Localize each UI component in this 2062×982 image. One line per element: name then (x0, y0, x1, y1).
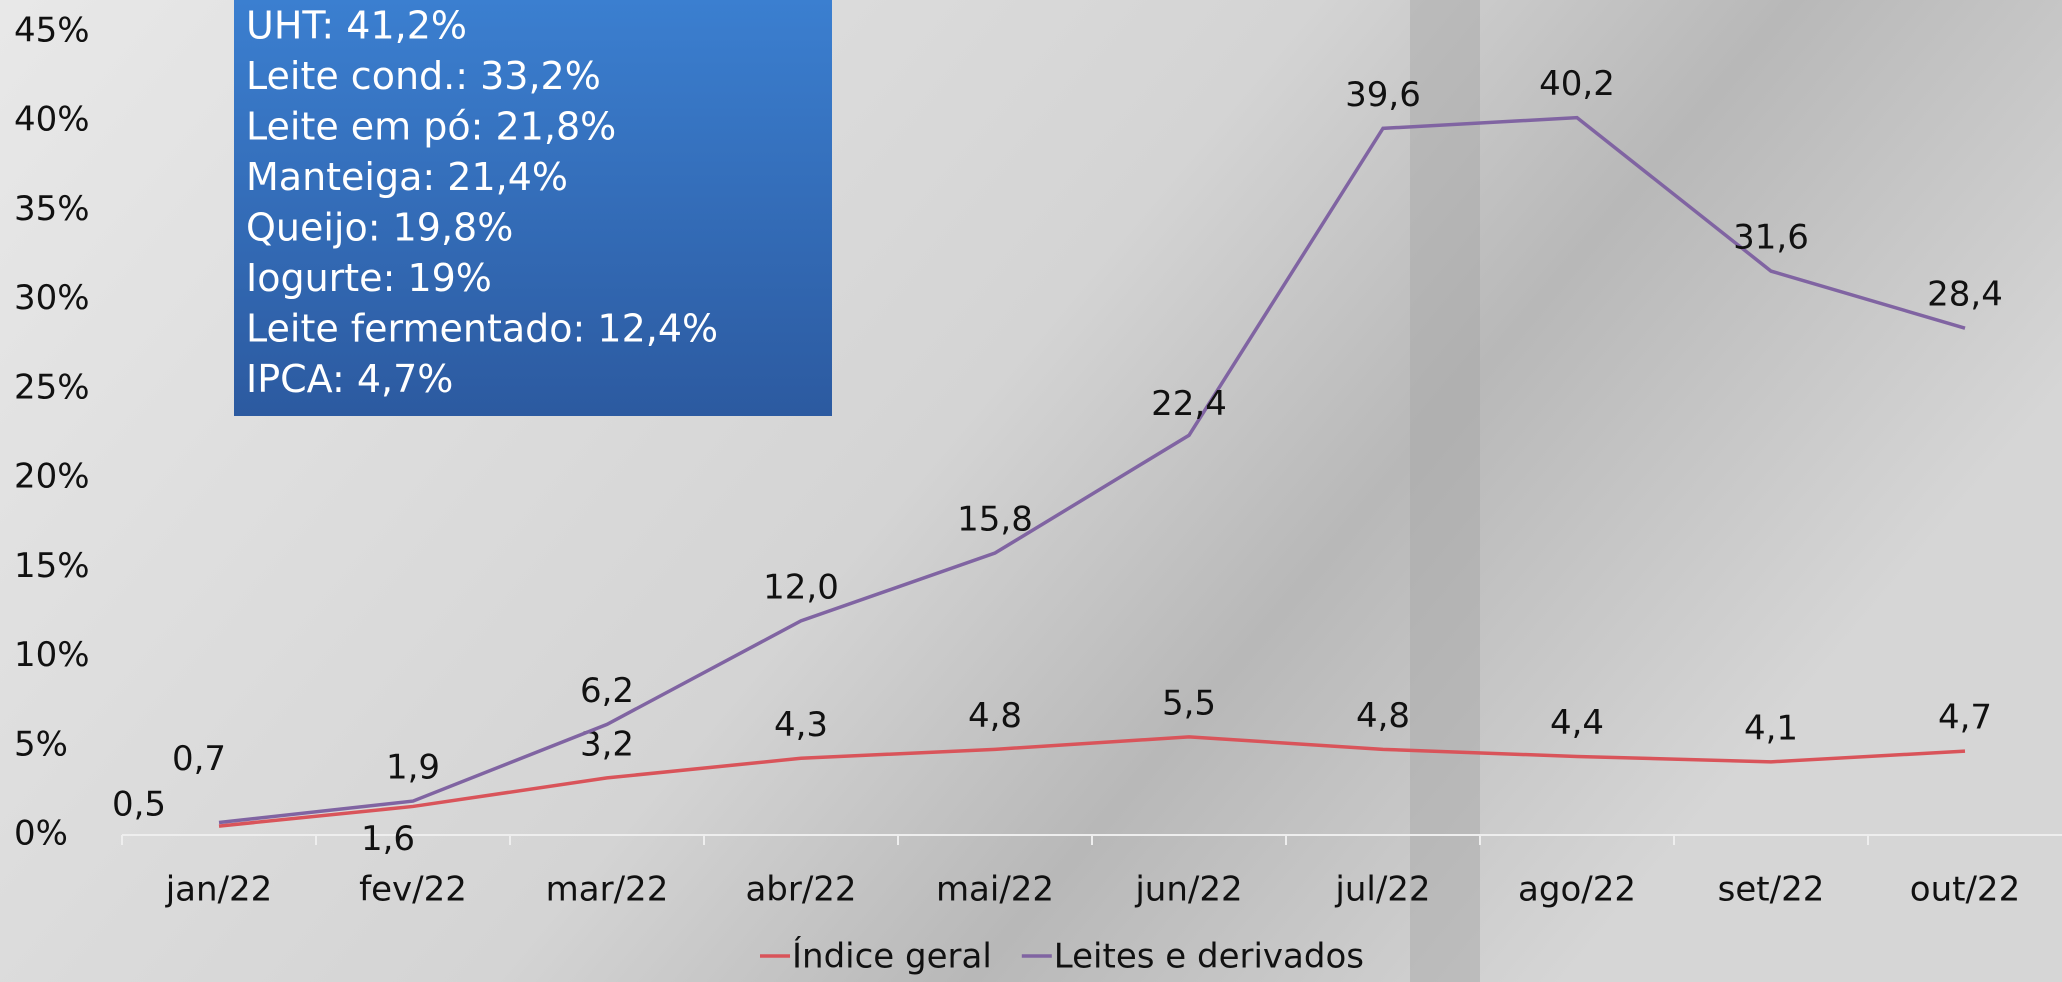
data-label: 31,6 (1733, 218, 1809, 258)
x-tick-label: ago/22 (1518, 870, 1636, 910)
data-label: 1,9 (386, 748, 440, 788)
series-line (218, 735, 1966, 828)
data-label: 39,6 (1345, 75, 1421, 115)
x-tick-label: mar/22 (546, 870, 669, 910)
x-tick-label: abr/22 (745, 870, 856, 910)
legend-label: Leites e derivados (1054, 937, 1364, 977)
data-label: 5,5 (1162, 683, 1216, 723)
annotation-box (234, 0, 832, 416)
data-label: 4,8 (1356, 696, 1410, 736)
annotation-line: Queijo: 19,8% (246, 206, 513, 250)
x-tick-label: out/22 (1910, 870, 2020, 910)
y-tick-label: 10% (14, 635, 90, 675)
data-label: 0,7 (172, 739, 226, 779)
y-tick-label: 5% (14, 724, 68, 764)
data-label: 4,7 (1938, 698, 1992, 738)
x-tick-label: mai/22 (936, 870, 1054, 910)
legend-label: Índice geral (792, 936, 992, 977)
y-tick-label: 35% (14, 189, 90, 229)
x-tick-label: jun/22 (1134, 870, 1242, 910)
x-tick-label: jul/22 (1334, 870, 1430, 910)
y-tick-label: 15% (14, 546, 90, 586)
data-label: 0,5 (112, 785, 166, 825)
y-tick-label: 20% (14, 457, 90, 497)
y-tick-label: 45% (14, 11, 90, 51)
annotation-line: Leite em pó: 21,8% (246, 105, 616, 149)
y-tick-label: 40% (14, 100, 90, 140)
data-label: 4,1 (1744, 708, 1798, 748)
y-tick-label: 0% (14, 814, 68, 854)
annotation-line: Manteiga: 21,4% (246, 155, 568, 199)
x-tick-label: set/22 (1718, 870, 1825, 910)
data-label: 4,4 (1550, 703, 1604, 743)
annotation-line: Leite fermentado: 12,4% (246, 307, 718, 351)
x-tick-label: jan/22 (165, 870, 273, 910)
data-label: 1,6 (361, 819, 415, 859)
annotation-line: Iogurte: 19% (246, 256, 492, 300)
x-tick-label: fev/22 (359, 870, 467, 910)
data-label: 12,0 (763, 567, 839, 607)
data-label: 28,4 (1927, 275, 2003, 315)
y-tick-label: 30% (14, 278, 90, 318)
annotation-line: UHT: 41,2% (246, 4, 467, 48)
data-label: 22,4 (1151, 384, 1227, 424)
annotation-line: IPCA: 4,7% (246, 357, 453, 401)
data-label: 4,8 (968, 696, 1022, 736)
background-shape (1410, 0, 1480, 982)
data-label: 15,8 (957, 500, 1033, 540)
data-label: 6,2 (580, 671, 634, 711)
series-line (218, 115, 1966, 825)
y-tick-label: 25% (14, 367, 90, 407)
data-label: 40,2 (1539, 64, 1615, 104)
data-label: 4,3 (774, 705, 828, 745)
annotation-line: Leite cond.: 33,2% (246, 54, 601, 98)
